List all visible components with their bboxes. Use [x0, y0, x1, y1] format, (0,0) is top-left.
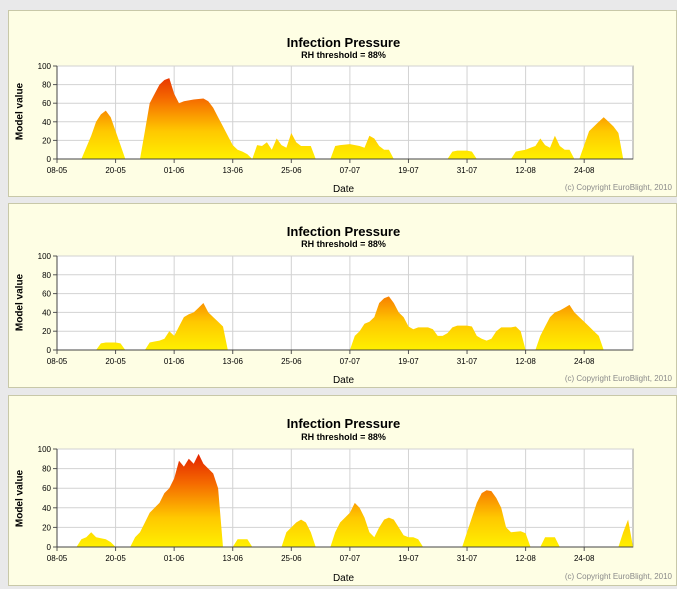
y-tick-label: 80: [42, 271, 51, 280]
chart-subtitle: RH threshold = 88%: [301, 50, 386, 60]
y-tick-label: 20: [42, 136, 51, 145]
y-tick-label: 0: [47, 346, 52, 355]
chart-title: Infection Pressure: [286, 416, 401, 431]
x-tick-label: 31-07: [457, 357, 478, 366]
x-tick-label: 01-06: [164, 554, 185, 563]
x-tick-label: 25-06: [281, 357, 302, 366]
x-tick-label: 12-08: [515, 357, 536, 366]
chart-subtitle: RH threshold = 88%: [301, 239, 386, 249]
chart-subtitle: RH threshold = 88%: [301, 432, 386, 442]
x-tick-label: 12-08: [515, 166, 536, 175]
x-axis-label: Date: [332, 184, 355, 195]
chart-title: Infection Pressure: [286, 35, 401, 50]
x-tick-label: 24-08: [574, 357, 595, 366]
chart-1: 0 20 40 60 80 100 08-05 20-05 01-06 13-06 25-06 07-…: [38, 62, 634, 175]
x-tick-label: 13-06: [222, 357, 243, 366]
x-tick-label: 07-07: [340, 166, 361, 175]
y-tick-label: 0: [47, 155, 52, 164]
x-tick-label: 31-07: [457, 166, 478, 175]
x-tick-label: 08-05: [47, 357, 68, 366]
y-tick-label: 0: [47, 543, 52, 552]
y-tick-label: 100: [38, 252, 52, 261]
chart-panel-2: 0 20 40 60 80 100 08-05 20-05 01-06 13-06 25-06 07-…: [8, 203, 677, 388]
x-tick-label: 19-07: [398, 166, 419, 175]
y-tick-label: 40: [42, 504, 51, 513]
y-tick-label: 20: [42, 523, 51, 532]
infection-pressure-area: [57, 453, 633, 547]
chart-panel-1: 0 20 40 60 80 100 08-05 20-05 01-06 13-06 25-06 07-…: [8, 10, 677, 197]
x-tick-label: 20-05: [105, 554, 126, 563]
x-tick-label: 25-06: [281, 166, 302, 175]
y-tick-label: 80: [42, 81, 51, 90]
chart-title: Infection Pressure: [286, 224, 401, 239]
y-tick-label: 100: [38, 445, 52, 454]
copyright-note: (c) Copyright EuroBlight, 2010: [564, 374, 672, 383]
x-tick-label: 01-06: [164, 166, 185, 175]
y-tick-label: 100: [38, 62, 52, 71]
x-axis-label: Date: [332, 375, 355, 386]
y-axis-label: Model value: [14, 273, 26, 332]
x-tick-label: 13-06: [222, 166, 243, 175]
x-tick-label: 13-06: [222, 554, 243, 563]
y-tick-label: 40: [42, 118, 51, 127]
x-tick-label: 20-05: [105, 357, 126, 366]
x-tick-label: 01-06: [164, 357, 185, 366]
y-axis-label: Model value: [14, 82, 26, 141]
y-tick-label: 80: [42, 465, 51, 474]
x-tick-label: 24-08: [574, 554, 595, 563]
chart-2: 0 20 40 60 80 100 08-05 20-05 01-06 13-06 25-06 07-…: [38, 252, 634, 366]
x-tick-label: 12-08: [515, 554, 536, 563]
x-tick-label: 20-05: [105, 166, 126, 175]
plot-area: [56, 255, 634, 351]
x-tick-label: 24-08: [574, 166, 595, 175]
x-tick-label: 08-05: [47, 166, 68, 175]
chart-3: 0 20 40 60 80 100 08-05 20-05 01-06 13-06 25-06 07-…: [38, 445, 634, 563]
chart-panel-3: 0 20 40 60 80 100 08-05 20-05 01-06 13-06 25-06 07-…: [8, 395, 677, 586]
copyright-note: (c) Copyright EuroBlight, 2010: [564, 183, 672, 192]
y-axis-label: Model value: [14, 469, 26, 528]
infection-pressure-area: [57, 78, 633, 159]
x-tick-label: 07-07: [340, 554, 361, 563]
y-tick-label: 40: [42, 308, 51, 317]
x-tick-label: 31-07: [457, 554, 478, 563]
x-axis-label: Date: [332, 573, 355, 584]
y-tick-label: 60: [42, 290, 51, 299]
x-tick-label: 07-07: [340, 357, 361, 366]
infection-pressure-area: [57, 296, 633, 350]
x-tick-label: 25-06: [281, 554, 302, 563]
x-tick-label: 19-07: [398, 554, 419, 563]
y-tick-label: 20: [42, 327, 51, 336]
copyright-note: (c) Copyright EuroBlight, 2010: [564, 572, 672, 581]
y-tick-label: 60: [42, 99, 51, 108]
y-tick-label: 60: [42, 484, 51, 493]
x-tick-label: 19-07: [398, 357, 419, 366]
x-tick-label: 08-05: [47, 554, 68, 563]
